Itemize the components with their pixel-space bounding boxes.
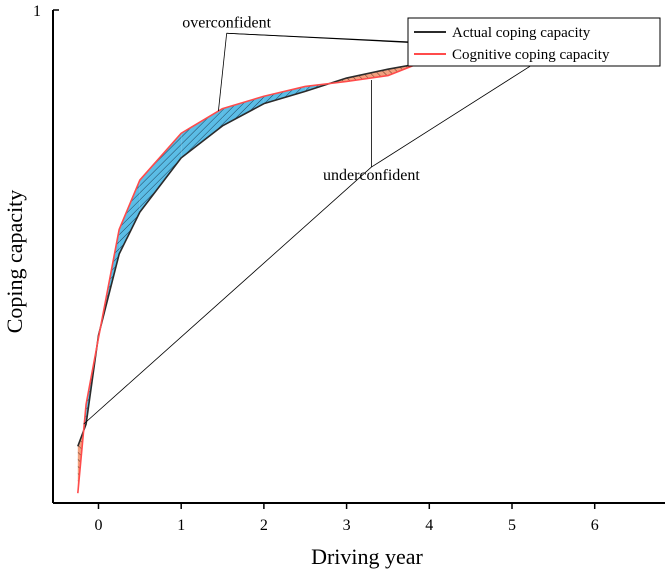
x-tick-label: 5	[508, 517, 516, 534]
x-tick-label: 6	[591, 517, 599, 534]
x-tick-label: 2	[260, 517, 268, 534]
legend: Actual coping capacity Cognitive coping …	[407, 17, 661, 67]
annotation-leader	[371, 58, 542, 168]
annotations: overconfident underconfident	[182, 14, 420, 184]
annotation-overconfident: overconfident	[182, 14, 271, 31]
overconfident-area	[119, 180, 140, 255]
annotation-leader	[83, 166, 372, 425]
annotation-leader	[218, 33, 228, 112]
ticks: 0 1 2 3 4 5 6 1	[33, 3, 599, 534]
overconfident-area	[222, 96, 264, 126]
legend-box	[407, 17, 661, 67]
x-tick-label: 0	[94, 517, 102, 534]
overconfident-area	[181, 108, 223, 158]
x-tick-label: 1	[177, 517, 185, 534]
axes	[52, 10, 665, 504]
series-actual-line	[77, 51, 595, 447]
legend-label-actual: Actual coping capacity	[452, 25, 591, 41]
x-tick-label: 4	[425, 517, 433, 534]
series-lines	[77, 48, 595, 494]
x-tick-label: 3	[343, 517, 351, 534]
x-axis-title: Driving year	[311, 544, 423, 569]
overconfident-area	[263, 86, 306, 104]
overconfident-area	[139, 133, 182, 213]
gap-fills	[77, 49, 595, 494]
y-tick-label: 1	[33, 3, 41, 20]
legend-label-cognitive: Cognitive coping capacity	[452, 47, 610, 63]
y-axis-title: Coping capacity	[2, 190, 27, 334]
annotation-underconfident: underconfident	[323, 167, 420, 184]
underconfident-area	[346, 69, 388, 82]
series-cognitive-line	[77, 48, 595, 494]
annotation-leader-lines	[83, 32, 595, 425]
